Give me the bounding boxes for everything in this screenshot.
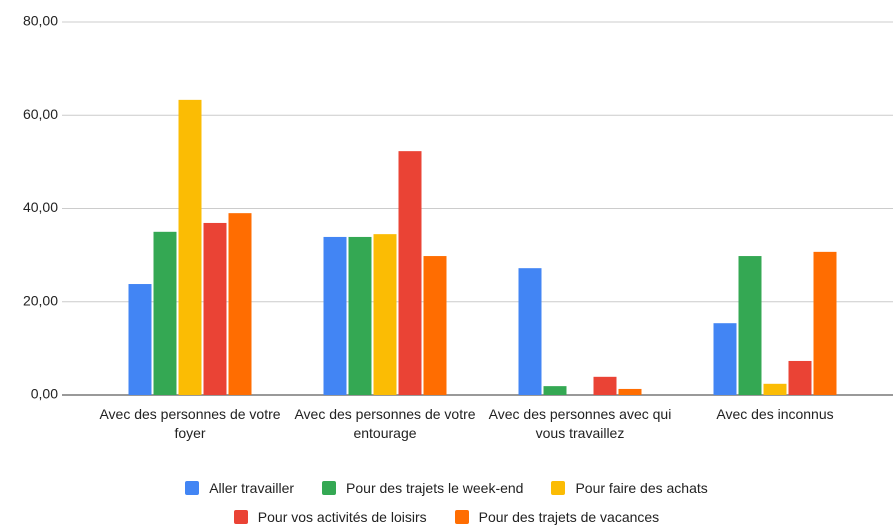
- bar: [618, 388, 642, 395]
- bar: [128, 284, 152, 395]
- legend-label: Pour des trajets de vacances: [478, 509, 660, 525]
- legend-label: Pour faire des achats: [575, 480, 708, 496]
- bar: [593, 376, 617, 395]
- legend-item: Pour vos activités de loisirs: [233, 507, 427, 527]
- legend: Aller travailler Pour des trajets le week…: [116, 478, 777, 527]
- y-tick-label: 20,00: [23, 292, 58, 308]
- x-tick-label: Avec des personnes de votre foyer: [99, 406, 281, 441]
- bar: [398, 151, 422, 395]
- legend-item: Pour des trajets de vacances: [454, 507, 660, 527]
- x-tick-label: Avec des inconnus: [716, 406, 834, 422]
- x-tick-label: Avec des personnes de votre entourage: [294, 406, 476, 441]
- bar: [203, 222, 227, 395]
- bar: [153, 231, 177, 395]
- bar: [543, 386, 567, 395]
- legend-swatch: [322, 481, 337, 495]
- legend-label: Pour vos activités de loisirs: [257, 509, 427, 525]
- bar: [713, 323, 737, 395]
- bar: [738, 256, 762, 395]
- bar: [373, 234, 397, 395]
- y-tick-label: 60,00: [23, 106, 58, 122]
- legend-label: Aller travailler: [209, 480, 295, 496]
- legend-swatch: [233, 510, 248, 524]
- bar: [348, 236, 372, 395]
- bar: [423, 256, 447, 395]
- y-tick-label: 40,00: [23, 199, 58, 215]
- legend-swatch: [454, 510, 469, 524]
- bar: [763, 383, 787, 395]
- y-tick-label: 80,00: [23, 13, 58, 29]
- bar: [518, 268, 542, 395]
- legend-swatch: [551, 481, 566, 495]
- legend-swatch: [185, 481, 200, 495]
- bar: [323, 236, 347, 395]
- bar: [813, 251, 837, 395]
- bar: [178, 99, 202, 396]
- legend-item: Pour faire des achats: [551, 478, 708, 498]
- legend-item: Aller travailler: [185, 478, 294, 498]
- legend-item: Pour des trajets le week-end: [322, 478, 523, 498]
- bar: [228, 213, 252, 395]
- legend-label: Pour des trajets le week-end: [346, 480, 524, 496]
- x-tick-label: Avec des personnes avec qui vous travail…: [488, 406, 672, 441]
- bar: [788, 360, 812, 395]
- y-tick-label: 0,00: [31, 386, 58, 402]
